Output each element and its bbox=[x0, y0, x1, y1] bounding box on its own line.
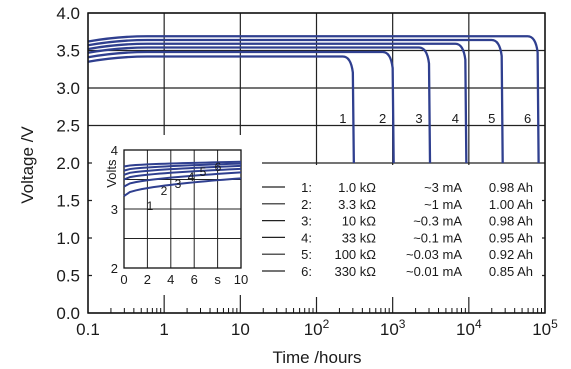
curve-label-5: 5 bbox=[488, 111, 495, 126]
plot-frame bbox=[87, 12, 546, 314]
legend-id: 4: bbox=[301, 230, 312, 245]
legend-load: 330 kΩ bbox=[334, 264, 376, 279]
discharge-curve-6 bbox=[87, 35, 540, 164]
inset-curve-label-5: 5 bbox=[200, 165, 207, 179]
x-tick-label: 1 bbox=[159, 320, 168, 339]
curve-label-4: 4 bbox=[452, 111, 459, 126]
legend-id: 5: bbox=[301, 247, 312, 262]
y-tick-label: 4.0 bbox=[56, 4, 80, 23]
legend-id: 1: bbox=[301, 180, 312, 195]
curve-label-2: 2 bbox=[379, 111, 386, 126]
y-tick-label: 0.0 bbox=[56, 304, 80, 323]
inset-curve-label-2: 2 bbox=[161, 184, 168, 198]
x-tick-label: 103 bbox=[380, 317, 406, 339]
legend-id: 2: bbox=[301, 197, 312, 212]
legend-load: 3.3 kΩ bbox=[338, 197, 376, 212]
inset-curve-label-1: 1 bbox=[147, 199, 154, 213]
inset-curve-4 bbox=[123, 164, 242, 176]
legend-capacity: 0.98 Ah bbox=[489, 214, 533, 229]
y-tick-label: 2.5 bbox=[56, 117, 80, 136]
inset-curve-2 bbox=[123, 171, 242, 188]
inset-curve-1 bbox=[123, 177, 242, 197]
legend-capacity: 0.95 Ah bbox=[489, 230, 533, 245]
inset-curve-label-3: 3 bbox=[175, 177, 182, 191]
y-tick-label: 0.5 bbox=[56, 267, 80, 286]
curve-label-6: 6 bbox=[524, 111, 531, 126]
legend-load: 10 kΩ bbox=[342, 214, 377, 229]
inset-curve-6 bbox=[123, 160, 242, 168]
legend-current: ~3 mA bbox=[424, 180, 462, 195]
discharge-curve-3 bbox=[87, 46, 432, 164]
curve-label-1: 1 bbox=[339, 111, 346, 126]
inset-curve-label-4: 4 bbox=[188, 170, 195, 184]
y-tick-label: 1.0 bbox=[56, 229, 80, 248]
inset-x-tick-label: 0 bbox=[120, 272, 127, 287]
discharge-curve-2 bbox=[87, 50, 395, 164]
legend-capacity: 1.00 Ah bbox=[489, 197, 533, 212]
legend-capacity: 0.85 Ah bbox=[489, 264, 533, 279]
curves-layer: 1 2 3 4 5 6 bbox=[87, 35, 540, 164]
inset-y-axis-title: Volts bbox=[104, 159, 119, 188]
legend-capacity: 0.98 Ah bbox=[489, 180, 533, 195]
x-tick-label: 0.1 bbox=[76, 320, 100, 339]
legend-load: 33 kΩ bbox=[342, 230, 377, 245]
legend-current: ~1 mA bbox=[424, 197, 462, 212]
legend-current: ~0.3 mA bbox=[413, 214, 462, 229]
inset-curve-3 bbox=[123, 167, 242, 181]
legend-current: ~0.01 mA bbox=[406, 264, 462, 279]
inset-x-tick-label: 6 bbox=[191, 272, 198, 287]
y-tick-label: 2.0 bbox=[56, 154, 80, 173]
legend-load: 1.0 kΩ bbox=[338, 180, 376, 195]
y-tick-label: 3.5 bbox=[56, 42, 80, 61]
inset-curve-5 bbox=[123, 162, 242, 172]
inset-frame bbox=[123, 149, 242, 269]
discharge-curve-5 bbox=[87, 38, 504, 164]
inset-x-tick-label: 4 bbox=[167, 272, 174, 287]
curve-label-3: 3 bbox=[415, 111, 422, 126]
x-tick-label: 104 bbox=[456, 317, 482, 339]
inset-y-tick-label: 3 bbox=[111, 202, 118, 217]
legend-id: 6: bbox=[301, 264, 312, 279]
inset-y-tick-label: 4 bbox=[111, 143, 118, 158]
y-tick-label: 1.5 bbox=[56, 192, 80, 211]
legend-current: ~0.1 mA bbox=[413, 230, 462, 245]
legend-background bbox=[262, 165, 542, 297]
legend: 1: 1.0 kΩ ~3 mA 0.98 Ah 2: 3.3 kΩ ~1 mA 1.00 Ah… bbox=[262, 165, 542, 297]
legend-id: 3: bbox=[301, 214, 312, 229]
discharge-curve-1 bbox=[87, 55, 355, 164]
x-axis-title: Time /hours bbox=[272, 348, 361, 367]
inset-curve-label-6: 6 bbox=[215, 160, 222, 174]
discharge-curve-4 bbox=[87, 42, 468, 164]
inset-x-tick-label: 2 bbox=[144, 272, 151, 287]
y-tick-label: 3.0 bbox=[56, 79, 80, 98]
inset-x-tick-label: 10 bbox=[234, 272, 248, 287]
x-tick-label: 102 bbox=[304, 317, 330, 339]
legend-capacity: 0.92 Ah bbox=[489, 247, 533, 262]
axes-layer: 0.00.51.01.52.02.53.03.54.00.1 1 10 102 103 1… bbox=[56, 4, 558, 339]
inset-x-tick-label: s bbox=[214, 272, 221, 287]
x-tick-label: 105 bbox=[532, 317, 558, 339]
y-axis-title: Voltage /V bbox=[18, 126, 37, 204]
x-tick-label: 10 bbox=[231, 320, 250, 339]
legend-load: 100 kΩ bbox=[334, 247, 376, 262]
legend-current: ~0.03 mA bbox=[406, 247, 462, 262]
inset-y-tick-label: 2 bbox=[111, 261, 118, 276]
